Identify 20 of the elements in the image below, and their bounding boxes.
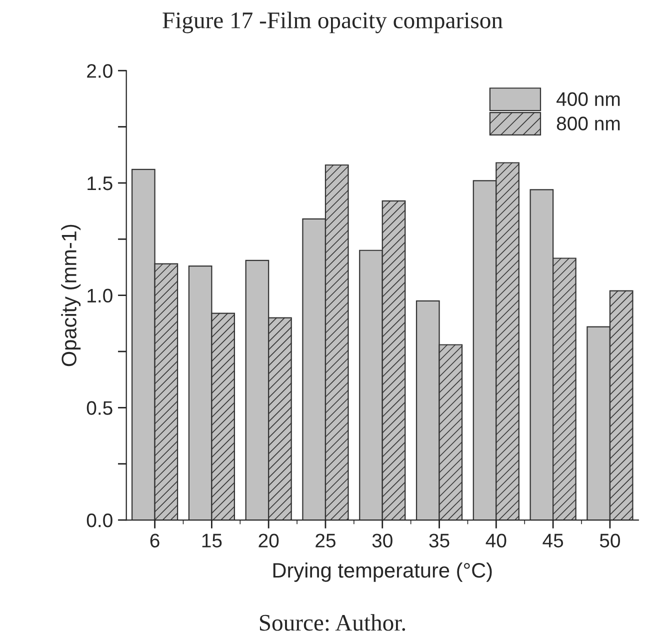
x-tick-label: 40 [486,534,506,548]
x-tick-label: 25 [316,534,336,548]
x-tick-label: 45 [542,534,564,548]
x-tick-label: 6 [150,534,160,548]
y-axis-title: Opacity (mm-1) [61,224,81,366]
x-tick-label: 50 [600,534,620,548]
y-tick-label: 0.0 [86,513,112,528]
x-tick-label: 20 [258,534,279,548]
y-tick-label: 1.5 [88,176,112,190]
y-tick-label: 2.0 [87,64,112,78]
legend-label: 800 nm [556,116,620,130]
x-axis-title: Drying temperature (°C) [273,562,492,582]
y-tick-label: 1.0 [88,288,112,303]
x-tick-label: 15 [202,534,222,548]
source-note: Source: Author. [260,614,406,631]
x-tick-label: 35 [429,534,450,548]
y-tick-label: 0.5 [86,401,112,415]
chart-title: Figure 17 -Film opacity comparison [162,12,503,34]
legend-label: 400 nm [556,92,620,106]
x-tick-label: 30 [372,534,392,548]
